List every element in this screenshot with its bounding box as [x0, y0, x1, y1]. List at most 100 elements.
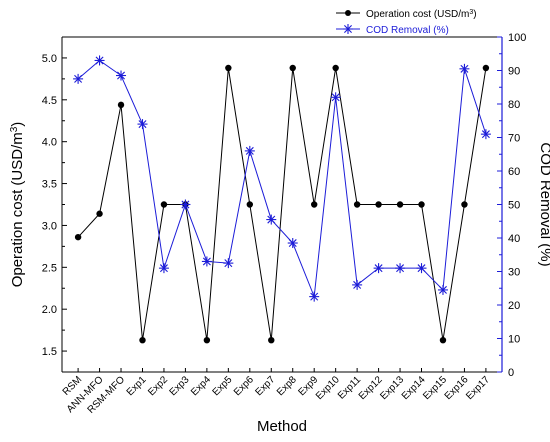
y-right-tick-label: 0: [508, 367, 514, 379]
marker-stroke: [245, 146, 254, 155]
x-tick-label: Exp4: [189, 374, 213, 398]
operation-cost-point: [482, 64, 490, 72]
operation-cost-point: [268, 336, 275, 344]
operation-cost-point: [353, 201, 361, 208]
cod-removal-point: [437, 284, 448, 295]
y-left-tick-label: 3.0: [42, 220, 57, 232]
x-tick-label: Exp3: [168, 374, 192, 398]
cod-removal-point: [373, 263, 384, 274]
marker-stroke: [267, 215, 276, 224]
cod-removal-point: [180, 199, 191, 210]
y-left-tick-label: 2.5: [42, 262, 57, 274]
operation-cost-point: [203, 336, 211, 344]
cod-removal-point: [266, 214, 277, 225]
series-operation-cost: [74, 64, 490, 344]
x-tick-label: Exp5: [211, 374, 235, 398]
marker-stroke: [181, 200, 190, 209]
y-right-tick-label: 30: [508, 267, 520, 279]
operation-cost-point: [246, 201, 254, 208]
operation-cost-point: [225, 64, 232, 72]
cod-removal-point: [330, 92, 341, 103]
operation-cost-point: [117, 101, 125, 109]
operation-cost-point: [375, 201, 382, 208]
x-tick-label: Exp6: [232, 374, 256, 398]
marker-stroke: [117, 71, 126, 80]
series-cod-removal: [73, 55, 491, 302]
cod-removal-point: [116, 70, 127, 81]
y-left-tick-label: 5.0: [42, 53, 57, 65]
operation-cost-point: [439, 336, 447, 344]
marker-stroke: [159, 264, 168, 273]
operation-cost-point: [289, 64, 296, 72]
legend-label-cod-removal: COD Removal (%): [366, 25, 449, 36]
cod-removal-point: [416, 263, 427, 274]
marker-stroke: [353, 280, 362, 289]
cod-removal-point: [73, 73, 84, 84]
marker-stroke: [202, 257, 211, 266]
y-left-tick-label: 3.5: [42, 179, 57, 191]
cod-removal-point: [137, 119, 148, 130]
legend-marker-operation-cost: [345, 10, 351, 16]
y-right-tick-label: 70: [508, 133, 520, 145]
operation-cost-point: [74, 233, 82, 241]
axes: 1.5 2.0 2.5 3.0 3.5 4.0 4.5 5.0 0 10 20 30 40 50 60 70 8…: [42, 32, 527, 416]
x-tick-label: Exp10: [314, 374, 342, 402]
legend: Operation cost (USD/m3) COD Removal (%): [336, 9, 477, 36]
y-right-tick-label: 50: [508, 200, 520, 212]
x-tick-label: Exp8: [275, 374, 299, 398]
y-right-tick-label: 90: [508, 66, 520, 78]
x-axis-title: Method: [257, 418, 307, 435]
operation-cost-point: [139, 336, 146, 344]
cod-removal-point: [480, 129, 491, 140]
legend-label-operation-cost: Operation cost (USD/m3): [366, 9, 477, 21]
marker-stroke: [138, 120, 147, 129]
marker-stroke: [438, 285, 447, 294]
x-tick-label: Exp7: [253, 374, 277, 398]
marker-stroke: [417, 264, 426, 273]
marker-stroke: [481, 130, 490, 139]
cod-removal-point: [395, 263, 406, 274]
cod-removal-point: [158, 263, 169, 274]
y-right-tick-label: 80: [508, 99, 520, 111]
marker-stroke: [224, 259, 233, 268]
y-axis-left-title: Operation cost (USD/m3): [9, 122, 27, 288]
operation-cost-point: [160, 201, 168, 208]
cod-removal-line: [77, 59, 487, 297]
y-right-tick-label: 40: [508, 233, 520, 245]
series-layer: [73, 55, 491, 344]
marker-stroke: [288, 239, 297, 248]
operation-cost-line: [77, 67, 487, 341]
y-left-tick-label: 2.0: [42, 304, 57, 316]
cod-removal-point: [287, 238, 298, 249]
operation-cost-point: [96, 210, 103, 217]
x-tick-label: Exp1: [125, 374, 149, 398]
marker-stroke: [95, 56, 104, 65]
y-axis-right-title: COD Removal (%): [537, 142, 550, 266]
x-tick-label: Exp17: [464, 374, 492, 402]
operation-cost-point: [461, 201, 468, 208]
y-right-tick-label: 60: [508, 166, 520, 178]
operation-cost-point: [396, 201, 404, 208]
y-right-tick-label: 10: [508, 334, 520, 346]
marker-stroke: [344, 25, 352, 33]
cod-removal-point: [309, 291, 320, 302]
cod-removal-point: [459, 63, 470, 74]
cod-removal-point: [94, 55, 105, 66]
cod-removal-point: [201, 256, 212, 267]
operation-cost-point: [310, 201, 318, 208]
marker-stroke: [374, 264, 383, 273]
operation-cost-point: [332, 64, 339, 72]
y-right-tick-label: 20: [508, 300, 520, 312]
cod-removal-point: [244, 145, 255, 156]
marker-stroke: [460, 64, 469, 73]
y-left-tick-label: 4.0: [42, 137, 57, 149]
x-tick-label: Exp2: [146, 374, 170, 398]
y-right-tick-label: 100: [508, 32, 526, 44]
marker-stroke: [331, 93, 340, 102]
marker-stroke: [396, 264, 405, 273]
operation-cost-point: [418, 201, 425, 208]
cod-removal-point: [352, 279, 363, 290]
marker-stroke: [74, 74, 83, 83]
y-left-tick-label: 1.5: [42, 346, 57, 358]
